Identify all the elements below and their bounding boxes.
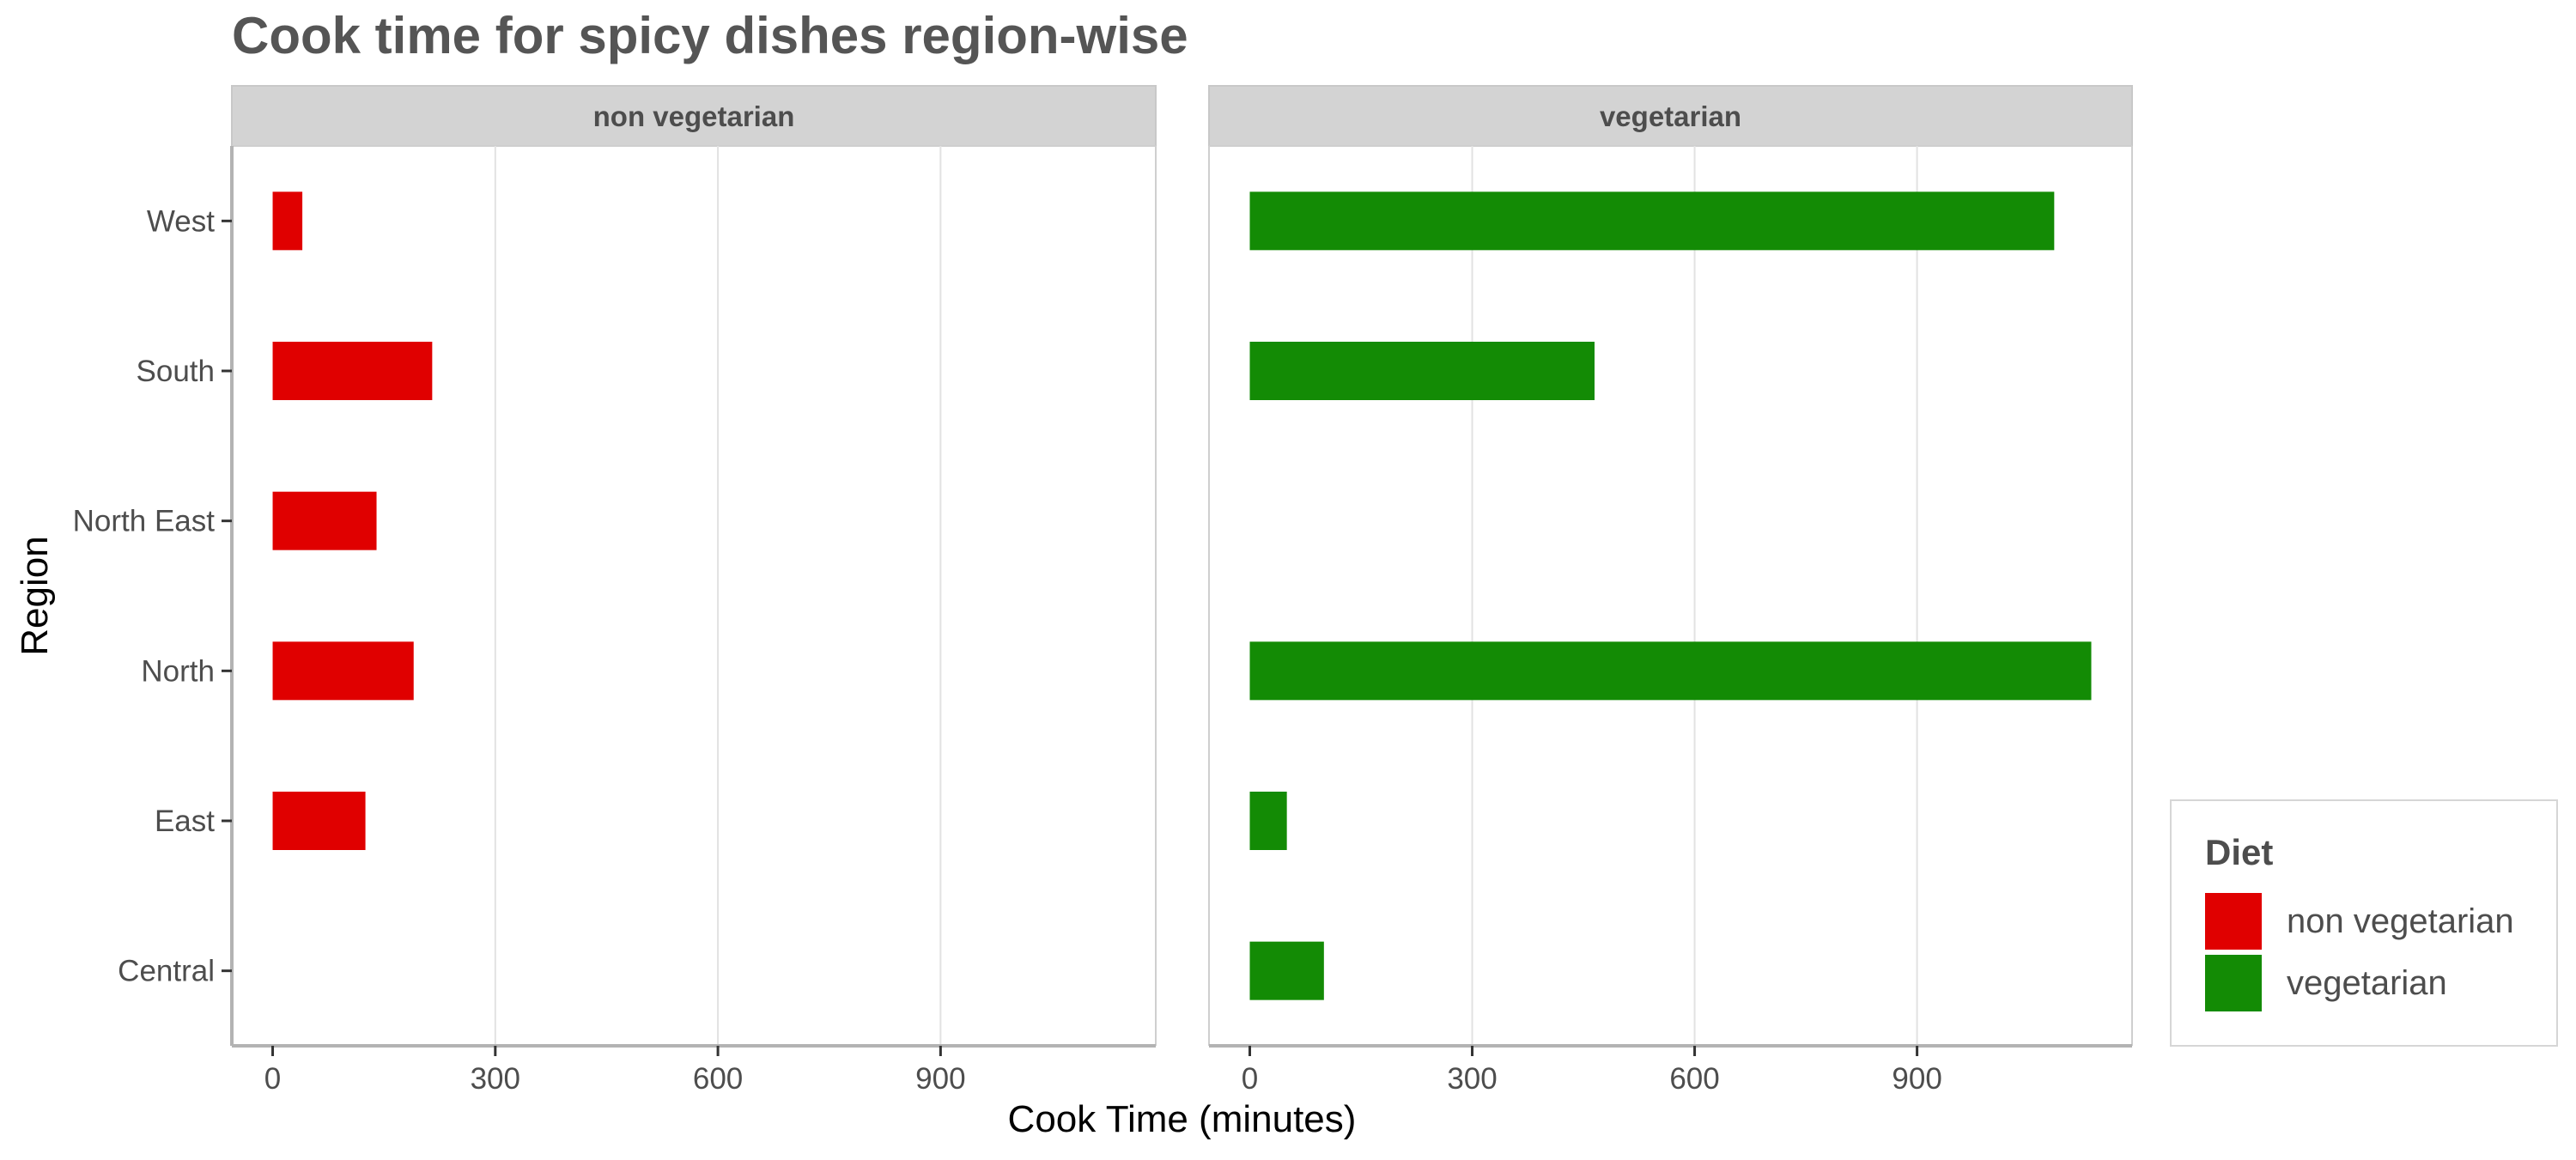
x-tick-label: 0 bbox=[1242, 1062, 1258, 1096]
bar-vegetarian-east bbox=[1249, 792, 1287, 850]
bar-vegetarian-north bbox=[1249, 641, 2092, 701]
facet-strip bbox=[231, 85, 1157, 147]
bar-non-vegetarian-west bbox=[272, 191, 303, 251]
y-axis-title: Region bbox=[14, 536, 56, 655]
y-tick-label: South bbox=[137, 355, 215, 388]
facet-strip bbox=[1208, 85, 2133, 147]
x-tick-label: 900 bbox=[1892, 1062, 1941, 1096]
x-tick-label: 600 bbox=[1669, 1062, 1719, 1096]
bar-non-vegetarian-east bbox=[272, 792, 366, 850]
bar-non-vegetarian-north bbox=[272, 641, 414, 701]
legend-key-vegetarian bbox=[2205, 955, 2262, 1011]
facet-strip-label: vegetarian bbox=[1600, 100, 1741, 132]
y-tick-label: West bbox=[147, 204, 215, 238]
bar-vegetarian-west bbox=[1249, 191, 2055, 251]
facet-strip-label: non vegetarian bbox=[593, 100, 795, 132]
x-tick-label: 0 bbox=[264, 1062, 281, 1096]
legend-key-non-vegetarian bbox=[2205, 893, 2262, 950]
bar-vegetarian-south bbox=[1249, 342, 1595, 400]
legend-label: non vegetarian bbox=[2287, 902, 2514, 940]
x-tick-label: 300 bbox=[471, 1062, 520, 1096]
x-axis-title: Cook Time (minutes) bbox=[1008, 1098, 1357, 1140]
x-tick-label: 300 bbox=[1447, 1062, 1497, 1096]
x-tick-label: 900 bbox=[915, 1062, 965, 1096]
x-tick-label: 600 bbox=[693, 1062, 743, 1096]
bar-vegetarian-central bbox=[1249, 941, 1324, 1000]
y-tick-label: Central bbox=[118, 955, 215, 988]
y-tick-label: East bbox=[155, 805, 215, 838]
y-tick-label: North East bbox=[73, 505, 216, 538]
bar-non-vegetarian-north-east bbox=[272, 491, 377, 550]
legend-label: vegetarian bbox=[2287, 964, 2447, 1002]
legend-title: Diet bbox=[2205, 832, 2273, 872]
y-tick-label: North bbox=[141, 654, 215, 688]
bar-non-vegetarian-south bbox=[272, 342, 433, 400]
chart-title: Cook time for spicy dishes region-wise bbox=[232, 7, 1188, 64]
